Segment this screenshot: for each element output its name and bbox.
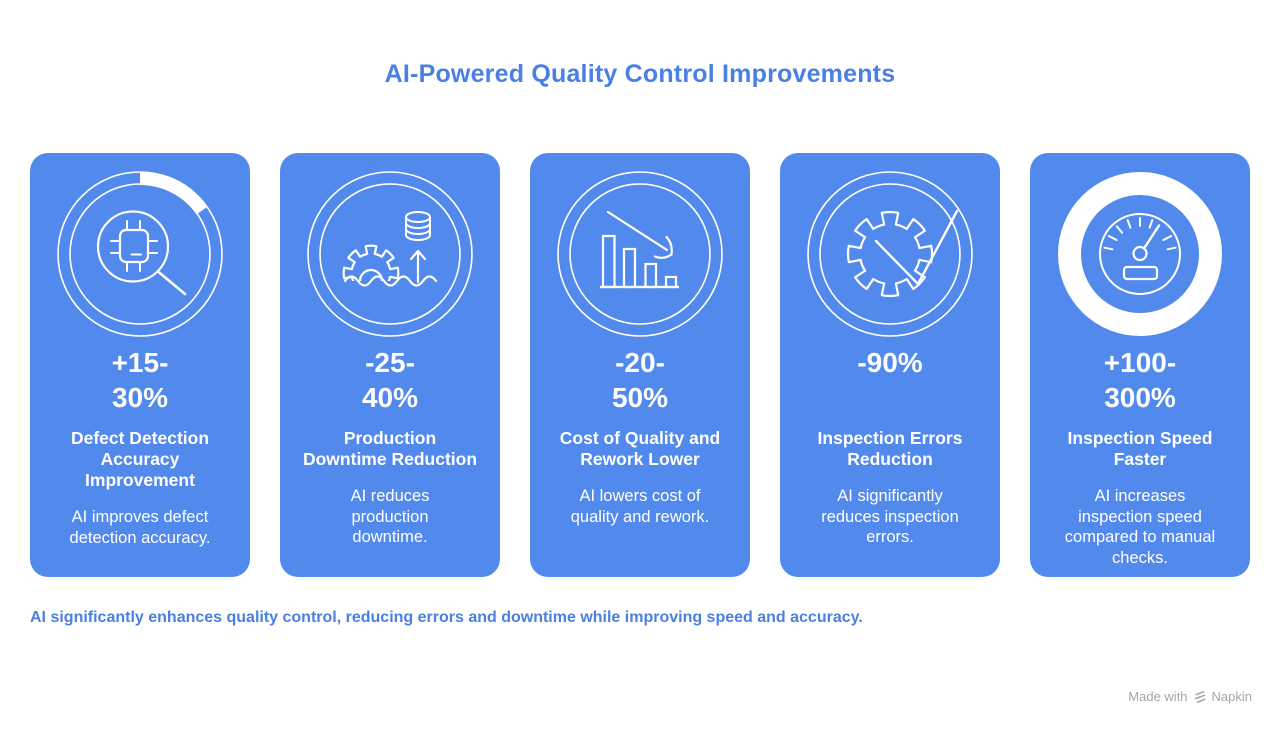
stat-card-cost-of-quality: -20- 50% Cost of Quality and Rework Lowe…: [530, 153, 750, 577]
stat-title: Inspection Speed Faster: [1067, 428, 1213, 469]
made-with-napkin-link[interactable]: Made with Napkin: [1128, 689, 1252, 704]
made-with-label: Made with: [1128, 689, 1188, 704]
chip-magnifier-progress-ring-icon: [55, 169, 225, 339]
stat-description: AI improves defect detection accuracy.: [69, 508, 211, 547]
stat-card-inspection-errors: -90% Inspection Errors Reduction AI sign…: [780, 153, 1000, 577]
napkin-logo-icon: [1193, 690, 1207, 704]
stat-value: +100- 300%: [1103, 347, 1177, 413]
stat-title: Inspection Errors Reduction: [817, 428, 963, 469]
stat-description: AI reduces production downtime.: [350, 487, 430, 546]
stat-card-production-downtime: -25- 40% Production Downtime Reduction A…: [280, 153, 500, 577]
stat-description: AI increases inspection speed compared t…: [1064, 487, 1216, 567]
stat-value: +15- 30%: [111, 347, 169, 413]
stat-cards-row: +15- 30% Defect Detection Accuracy Impro…: [30, 153, 1250, 577]
stat-value: -90%: [857, 347, 923, 378]
brand-name-label: Napkin: [1211, 689, 1252, 704]
summary-text: AI significantly enhances quality contro…: [30, 609, 863, 626]
stat-title: Production Downtime Reduction: [302, 428, 478, 469]
stat-value: -25- 40%: [361, 347, 419, 413]
stat-description: AI significantly reduces inspection erro…: [821, 487, 959, 546]
speedometer-gauge-icon: [1055, 169, 1225, 339]
stat-title: Defect Detection Accuracy Improvement: [70, 428, 210, 490]
page-title: AI-Powered Quality Control Improvements: [384, 60, 896, 88]
stat-description: AI lowers cost of quality and rework.: [570, 487, 710, 526]
stat-card-inspection-speed: +100- 300% Inspection Speed Faster AI in…: [1030, 153, 1250, 577]
stat-value: -20- 50%: [611, 347, 669, 413]
gear-waves-database-up-arrow-icon: [305, 169, 475, 339]
declining-bar-chart-arrow-icon: [555, 169, 725, 339]
gear-checkmark-icon: [805, 169, 975, 339]
stat-title: Cost of Quality and Rework Lower: [559, 428, 721, 469]
stat-card-defect-detection: +15- 30% Defect Detection Accuracy Impro…: [30, 153, 250, 577]
